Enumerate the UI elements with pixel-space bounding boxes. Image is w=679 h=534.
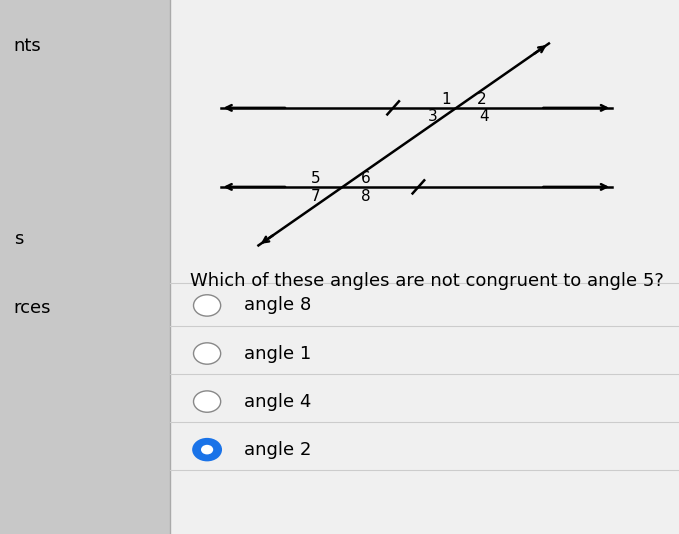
- Text: 7: 7: [310, 189, 320, 204]
- Text: s: s: [14, 230, 23, 248]
- Text: angle 4: angle 4: [244, 392, 312, 411]
- Circle shape: [192, 438, 222, 461]
- Text: 6: 6: [361, 170, 371, 186]
- Circle shape: [194, 343, 221, 364]
- Bar: [0, 0, 170, 534]
- Text: angle 8: angle 8: [244, 296, 312, 315]
- Text: angle 2: angle 2: [244, 441, 312, 459]
- Bar: [170, 0, 679, 534]
- Text: 1: 1: [441, 92, 451, 107]
- Circle shape: [194, 295, 221, 316]
- Text: angle 1: angle 1: [244, 344, 312, 363]
- Text: 3: 3: [428, 109, 438, 124]
- Circle shape: [201, 445, 213, 454]
- Text: rces: rces: [14, 299, 51, 317]
- Circle shape: [194, 391, 221, 412]
- Text: 5: 5: [310, 170, 320, 186]
- Text: Which of these angles are not congruent to angle 5?: Which of these angles are not congruent …: [190, 272, 664, 290]
- Text: nts: nts: [14, 37, 41, 56]
- Text: 8: 8: [361, 189, 371, 204]
- Text: 2: 2: [477, 92, 486, 107]
- Text: 4: 4: [479, 109, 488, 124]
